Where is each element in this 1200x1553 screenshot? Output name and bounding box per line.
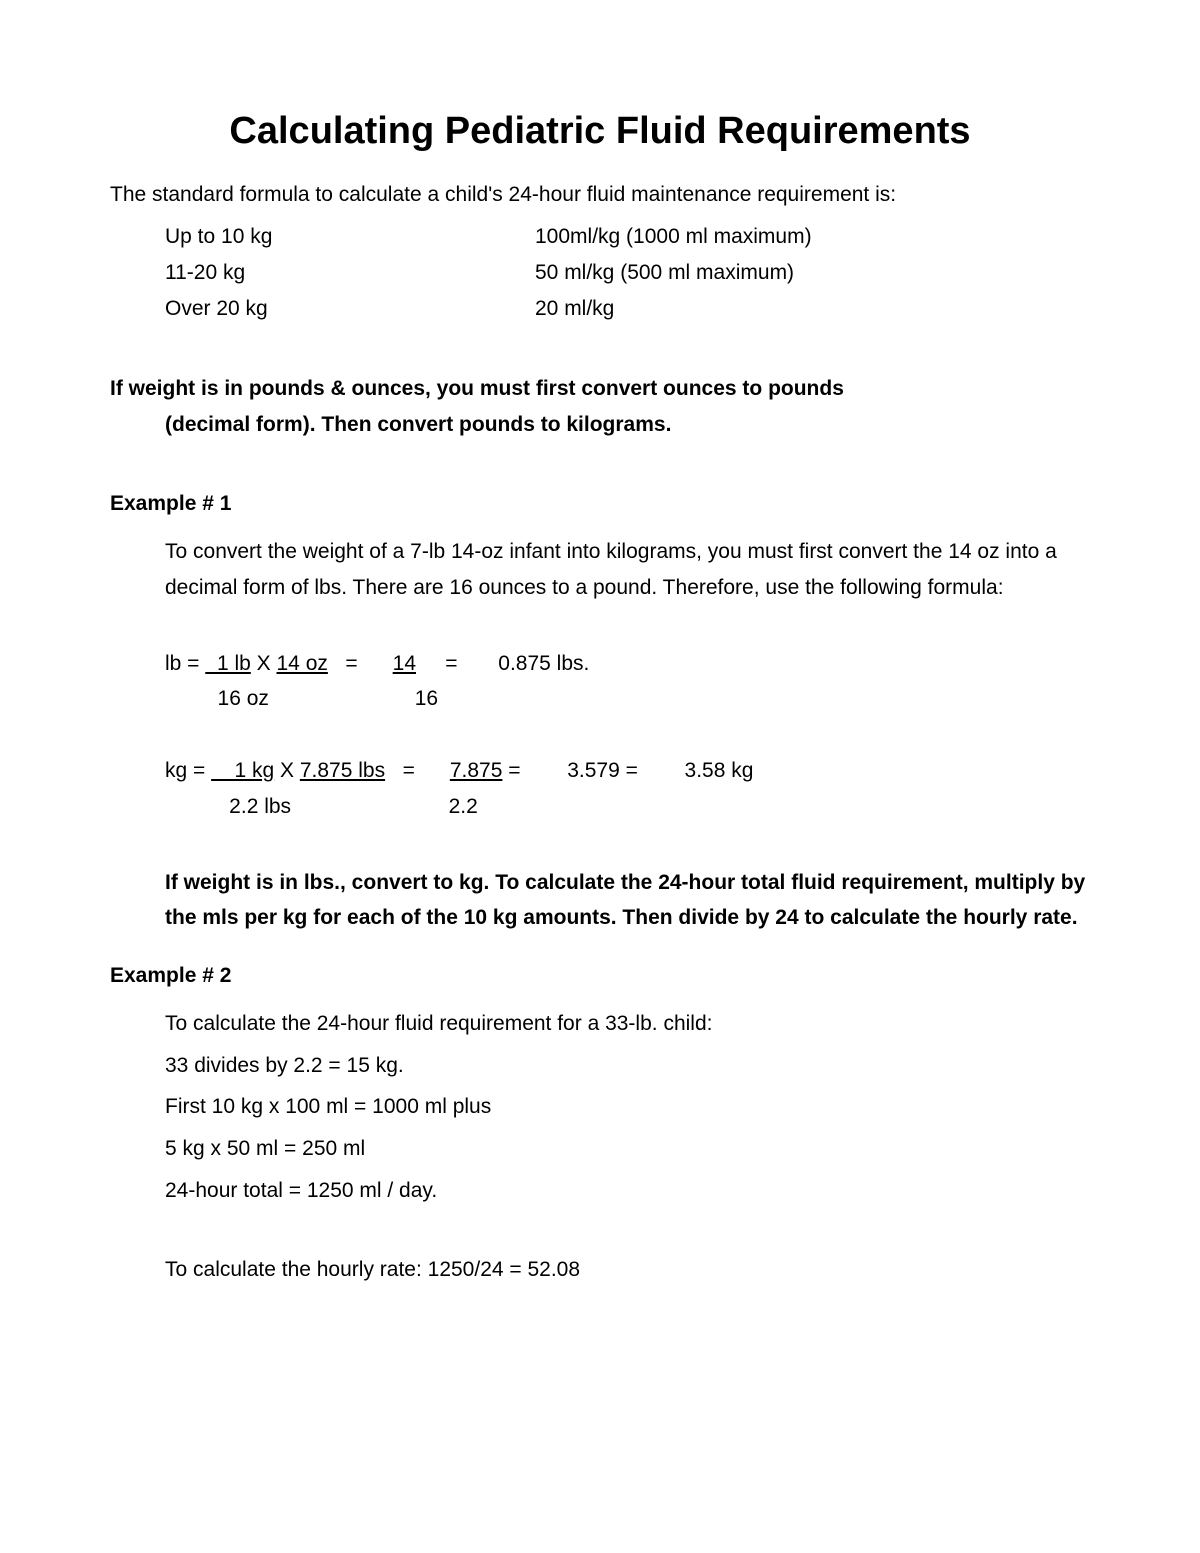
calc-note: If weight is in lbs., convert to kg. To … <box>165 865 1090 936</box>
note-line1: If weight is in pounds & ounces, you mus… <box>110 377 844 400</box>
ex2-line: To calculate the hourly rate: 1250/24 = … <box>165 1252 1090 1288</box>
example-2-header: Example # 2 <box>110 964 1090 988</box>
example-2-body: To calculate the 24-hour fluid requireme… <box>165 1006 1090 1288</box>
calc-lb-line1: lb = 1 lb X 14 oz = 14 = 0.875 lbs. <box>165 646 1090 682</box>
spacer <box>165 1214 1090 1252</box>
formula-row: 11-20 kg 50 ml/kg (500 ml maximum) <box>165 261 1090 285</box>
page: Calculating Pediatric Fluid Requirements… <box>0 0 1200 1553</box>
intro-text: The standard formula to calculate a chil… <box>110 183 1090 207</box>
calc-kg-line2: 2.2 lbs 2.2 <box>165 789 1090 825</box>
calc-kg-line1: kg = 1 kg X 7.875 lbs = 7.875 = 3.579 = … <box>165 753 1090 789</box>
formula-rate: 50 ml/kg (500 ml maximum) <box>535 261 1090 285</box>
example-1-header: Example # 1 <box>110 492 1090 516</box>
formula-rate: 100ml/kg (1000 ml maximum) <box>535 225 1090 249</box>
formula-table: Up to 10 kg 100ml/kg (1000 ml maximum) 1… <box>165 225 1090 321</box>
formula-weight: Over 20 kg <box>165 297 535 321</box>
calc-lb: lb = 1 lb X 14 oz = 14 = 0.875 lbs. 16 o… <box>165 646 1090 825</box>
example-1-body: To convert the weight of a 7-lb 14-oz in… <box>165 534 1090 605</box>
ex2-line: First 10 kg x 100 ml = 1000 ml plus <box>165 1089 1090 1125</box>
conversion-note: If weight is in pounds & ounces, you mus… <box>110 371 1090 442</box>
calc-lb-line2: 16 oz 16 <box>165 681 1090 717</box>
formula-rate: 20 ml/kg <box>535 297 1090 321</box>
page-title: Calculating Pediatric Fluid Requirements <box>110 110 1090 153</box>
ex2-line: 5 kg x 50 ml = 250 ml <box>165 1131 1090 1167</box>
ex2-line: 24-hour total = 1250 ml / day. <box>165 1173 1090 1209</box>
note-line2: (decimal form). Then convert pounds to k… <box>165 413 671 436</box>
ex2-line: 33 divides by 2.2 = 15 kg. <box>165 1048 1090 1084</box>
formula-weight: Up to 10 kg <box>165 225 535 249</box>
formula-row: Over 20 kg 20 ml/kg <box>165 297 1090 321</box>
formula-weight: 11-20 kg <box>165 261 535 285</box>
formula-row: Up to 10 kg 100ml/kg (1000 ml maximum) <box>165 225 1090 249</box>
example-1-text: To convert the weight of a 7-lb 14-oz in… <box>165 534 1090 605</box>
ex2-line: To calculate the 24-hour fluid requireme… <box>165 1006 1090 1042</box>
